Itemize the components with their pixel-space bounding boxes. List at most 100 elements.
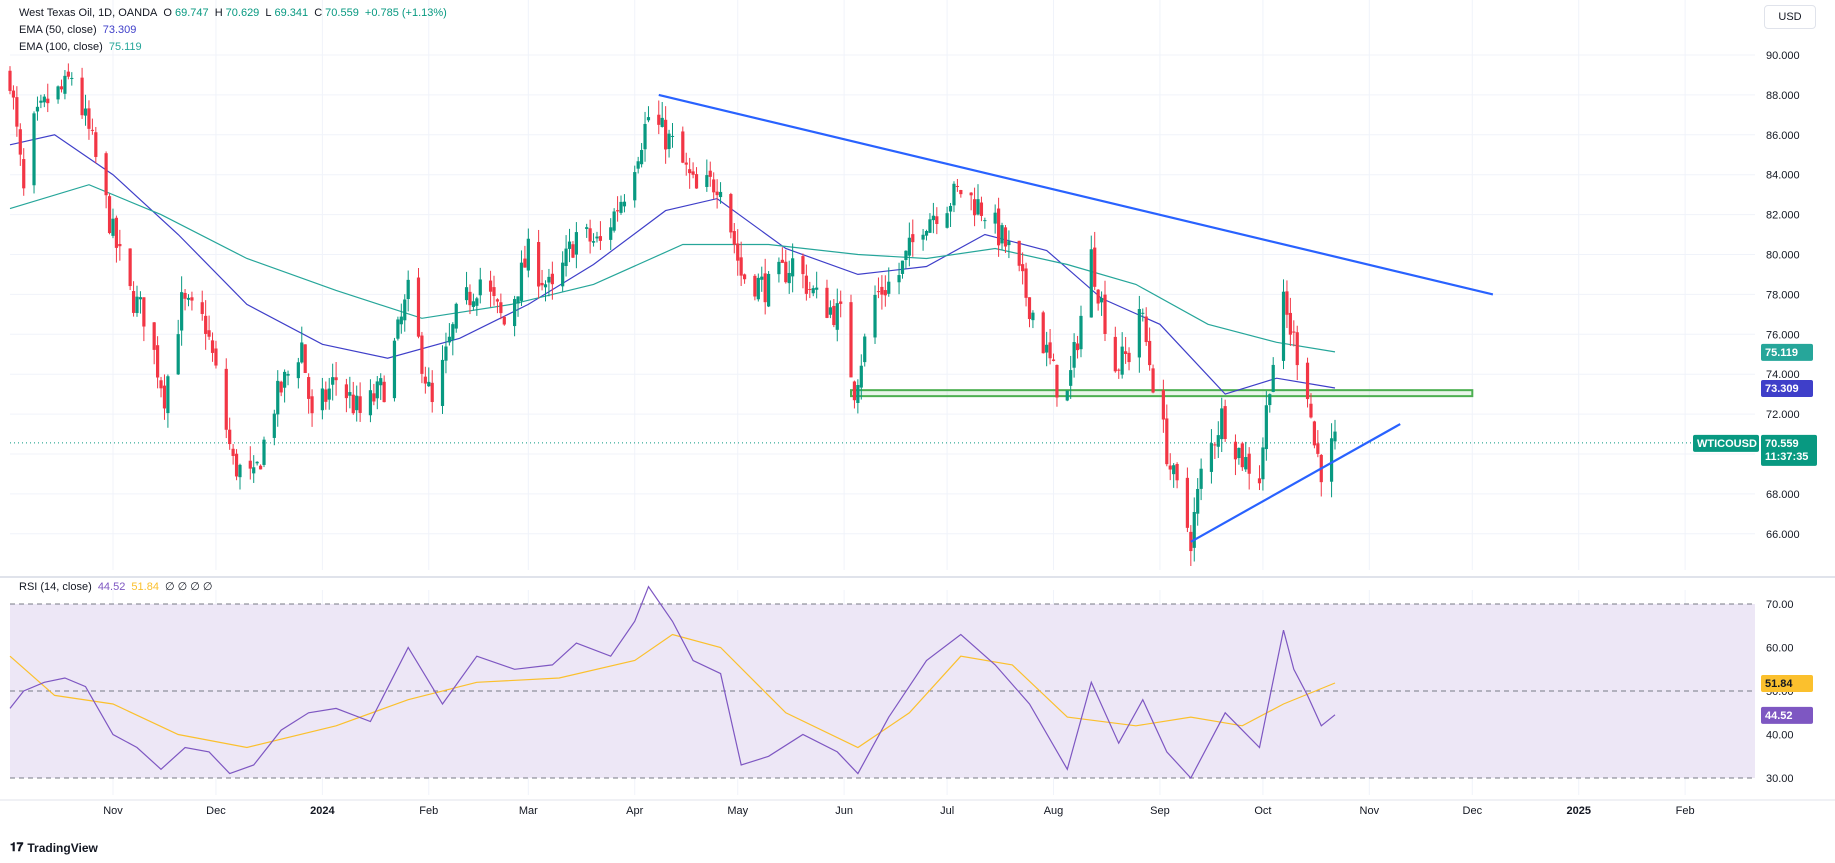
- candle-body: [327, 388, 331, 400]
- candle-body: [1168, 465, 1172, 470]
- candle-body: [825, 287, 829, 318]
- tradingview-brand[interactable]: 𝟏𝟕 TradingView: [10, 840, 98, 855]
- ema50-legend[interactable]: EMA (50, close) 73.309: [19, 24, 139, 36]
- rsi-label: RSI (14, close): [19, 581, 92, 593]
- candle-body: [128, 248, 132, 287]
- candle-body: [1309, 403, 1313, 418]
- axes-layer: 90.000 88.000 86.000 84.000 82.000 80.000 78.0…: [0, 50, 1835, 817]
- candle-body: [1027, 297, 1032, 320]
- candle-body: [303, 344, 307, 373]
- time-tick-label: Apr: [626, 805, 643, 817]
- candle-body: [183, 292, 187, 299]
- support-trendline[interactable]: [1190, 423, 1401, 543]
- rsi-extra-values: ∅ ∅ ∅ ∅: [165, 581, 213, 593]
- time-tick-label: Nov: [103, 805, 123, 817]
- candle-body: [396, 319, 400, 339]
- ema-layer: [9, 134, 1695, 444]
- candle-body: [777, 261, 781, 275]
- candle-body: [1096, 289, 1100, 304]
- candle-body: [399, 316, 403, 325]
- candle-body: [478, 279, 482, 296]
- candle-body: [104, 153, 108, 196]
- candle-body: [1048, 342, 1052, 359]
- rsi-legend[interactable]: RSI (14, close) 44.52 51.84 ∅ ∅ ∅ ∅: [19, 580, 216, 593]
- candle-body: [1192, 511, 1196, 548]
- candle-body: [585, 227, 589, 229]
- candle-body: [8, 70, 12, 91]
- time-tick-label: Dec: [206, 805, 226, 817]
- candle-body: [276, 380, 280, 415]
- candle-body: [760, 276, 764, 280]
- candle-body: [118, 243, 122, 247]
- candle-body: [849, 302, 853, 378]
- candle-body: [948, 205, 953, 212]
- candle-body: [756, 277, 760, 300]
- candle-body: [427, 381, 431, 387]
- candle-body: [787, 272, 791, 284]
- resistance-trendline[interactable]: [658, 93, 1494, 296]
- candle-body: [811, 288, 815, 294]
- candle-body: [1292, 331, 1296, 333]
- candle-body: [111, 218, 115, 236]
- candle-body: [897, 275, 901, 283]
- candle-body: [56, 86, 60, 100]
- candle-body: [234, 453, 239, 477]
- candle-body: [615, 210, 620, 212]
- currency-button[interactable]: USD: [1764, 5, 1816, 29]
- candle-body: [543, 284, 548, 288]
- candle-body: [763, 273, 767, 303]
- ema100-value: 75.119: [108, 41, 142, 53]
- candle-body: [375, 381, 379, 399]
- candle-body: [66, 71, 70, 77]
- rsi-ma-line: [9, 633, 1336, 749]
- candle-body: [1268, 394, 1272, 406]
- open-label: O: [163, 7, 172, 19]
- candle-body: [863, 336, 867, 363]
- support-zone: [849, 389, 1474, 398]
- candle-body: [1003, 227, 1008, 247]
- candle-body: [324, 389, 328, 402]
- candle-body: [876, 291, 881, 293]
- candle-body: [1237, 447, 1241, 459]
- ema100-legend[interactable]: EMA (100, close) 75.119: [19, 41, 145, 53]
- candle-body: [904, 250, 908, 261]
- candle-body: [1117, 369, 1121, 371]
- candle-body: [1185, 477, 1189, 528]
- candle-body: [1329, 438, 1334, 482]
- candle-body: [310, 396, 314, 414]
- candle-body: [873, 294, 877, 338]
- candle-body: [1213, 444, 1217, 446]
- candle-body: [1148, 340, 1152, 366]
- trendline-layer[interactable]: [658, 93, 1494, 543]
- rsi-tag-bg: [1761, 706, 1813, 724]
- candle-body: [640, 150, 644, 165]
- candle-body: [190, 297, 194, 301]
- time-tick-label: Sep: [1150, 805, 1170, 817]
- candle-body: [832, 305, 836, 326]
- candle-body: [739, 257, 743, 276]
- candle-body: [924, 230, 929, 236]
- last-price-tag-bg: [1761, 434, 1817, 466]
- candle-body: [1069, 370, 1073, 386]
- candle-body: [90, 129, 94, 131]
- candle-body: [87, 108, 91, 129]
- candle-body: [1216, 435, 1220, 447]
- candle-body: [131, 291, 136, 313]
- rsi-ma-tag-text: 51.84: [1765, 678, 1793, 690]
- candle-body: [166, 376, 170, 414]
- candle-body: [791, 258, 795, 277]
- candle-body: [344, 384, 348, 399]
- price-tick-label: 86.000: [1766, 130, 1800, 142]
- candle-body: [526, 238, 530, 271]
- candle-body: [670, 135, 675, 137]
- rsi-ma-value: 51.84: [131, 581, 159, 593]
- candle-body: [355, 395, 359, 411]
- candle-body: [1141, 312, 1145, 314]
- last-price-tag-text: 70.559: [1765, 438, 1799, 450]
- candle-body: [368, 390, 373, 416]
- candle-body: [1196, 488, 1200, 514]
- candle-body: [334, 377, 338, 381]
- candle-body: [1172, 465, 1176, 475]
- candle-body: [114, 217, 119, 248]
